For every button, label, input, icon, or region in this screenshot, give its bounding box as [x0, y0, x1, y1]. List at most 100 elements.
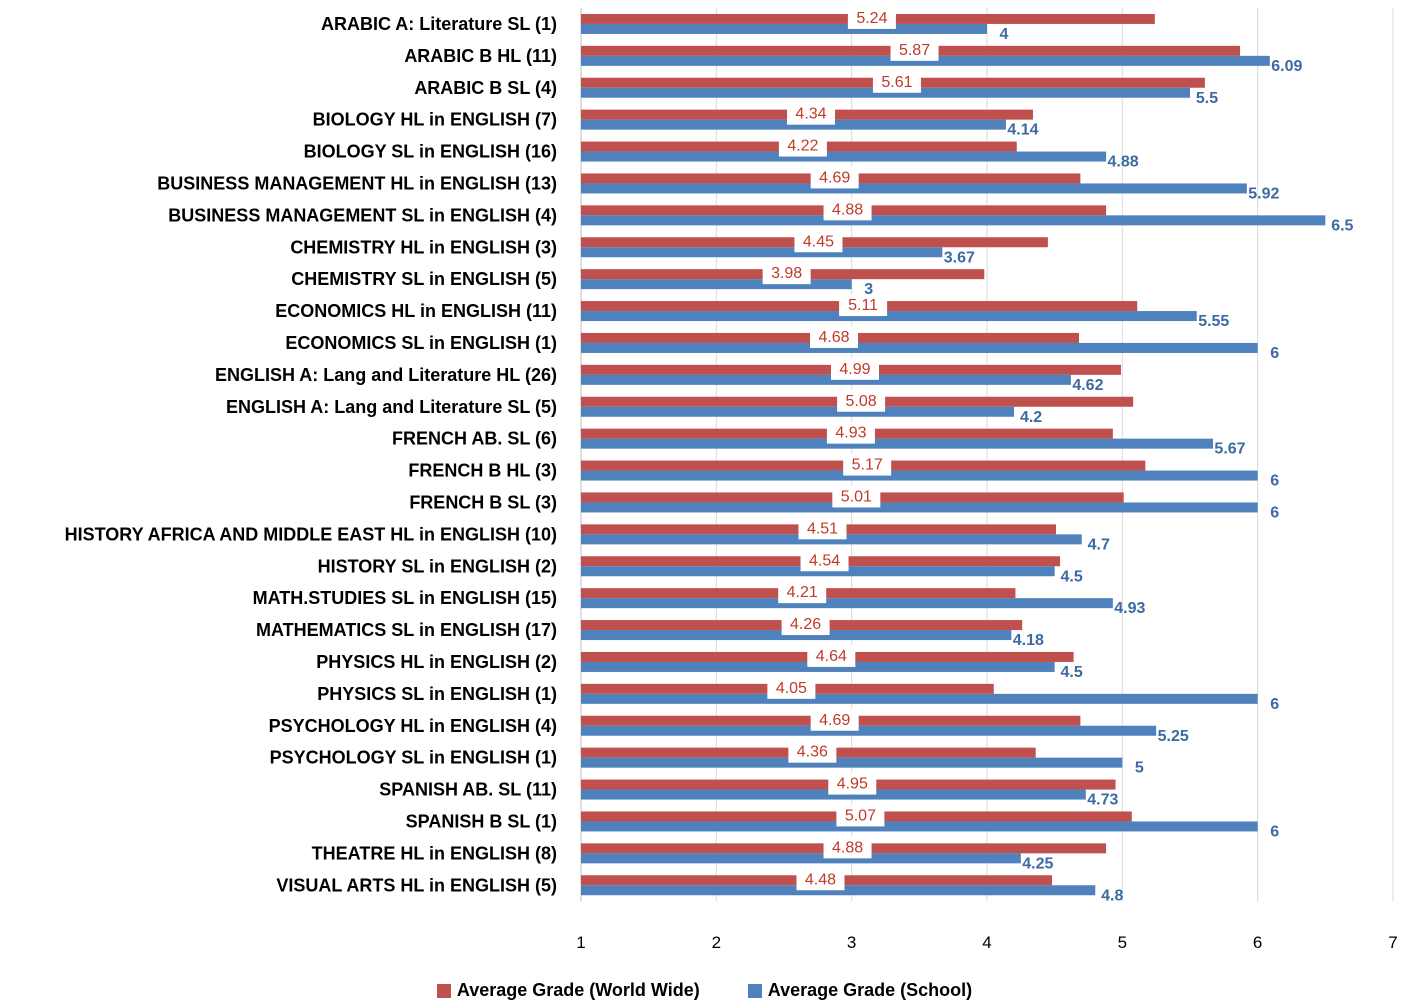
x-tick-label: 6 [1253, 933, 1262, 952]
bar-school [581, 215, 1326, 226]
value-label-bg [781, 613, 830, 636]
legend: Average Grade (World Wide) Average Grade… [0, 980, 1409, 1001]
category-label: SPANISH AB. SL (11) [379, 780, 557, 800]
category-label: MATH.STUDIES SL in ENGLISH (15) [253, 588, 557, 608]
category-label: FRENCH B SL (3) [409, 492, 557, 512]
value-label-school: 5 [1135, 760, 1144, 777]
value-label-world-wide: 4.34 [795, 106, 826, 123]
value-label-school: 4.25 [1022, 855, 1053, 872]
value-label-world-wide: 5.11 [848, 297, 878, 314]
value-label-school: 4.7 [1088, 536, 1110, 553]
value-label-bg [823, 836, 872, 859]
value-label-bg [807, 644, 856, 667]
bar-school [581, 502, 1258, 513]
value-label-world-wide: 5.24 [856, 10, 887, 27]
category-label: ENGLISH A: Lang and Literature SL (5) [226, 397, 557, 417]
category-label: CHEMISTRY SL in ENGLISH (5) [291, 269, 557, 289]
value-label-bg [796, 868, 845, 891]
category-label: ENGLISH A: Lang and Literature HL (26) [215, 365, 557, 385]
category-label: BUSINESS MANAGEMENT SL in ENGLISH (4) [168, 205, 557, 225]
bar-school [581, 438, 1214, 449]
value-label-school: 6.5 [1331, 217, 1353, 234]
value-label-school: 5.25 [1158, 728, 1189, 745]
category-label: VISUAL ARTS HL in ENGLISH (5) [276, 875, 557, 895]
value-label-bg [823, 198, 872, 221]
value-label-school: 5.67 [1214, 441, 1245, 458]
category-label: FRENCH B HL (3) [408, 461, 557, 481]
value-label-bg [890, 38, 939, 61]
value-label-world-wide: 4.26 [790, 616, 821, 633]
bar-school [581, 757, 1123, 768]
value-label-bg [798, 517, 847, 540]
category-label: ECONOMICS HL in ENGLISH (11) [275, 301, 557, 321]
value-label-bg [837, 389, 886, 412]
value-label-bg [778, 134, 827, 157]
category-label: BIOLOGY SL in ENGLISH (16) [304, 142, 557, 162]
category-label: THEATRE HL in ENGLISH (8) [312, 843, 557, 863]
value-label-world-wide: 4.45 [803, 233, 834, 250]
legend-item-world-wide: Average Grade (World Wide) [436, 980, 700, 1001]
value-label-school: 6 [1270, 504, 1279, 521]
value-label-school: 6 [1270, 473, 1279, 490]
category-label: PSYCHOLOGY SL in ENGLISH (1) [270, 748, 557, 768]
value-label-world-wide: 4.69 [819, 169, 850, 186]
value-label-bg [872, 70, 921, 93]
value-label-bg [830, 357, 879, 380]
x-tick-label: 5 [1118, 933, 1127, 952]
value-label-school: 5.92 [1248, 185, 1279, 202]
category-label: MATHEMATICS SL in ENGLISH (17) [256, 620, 557, 640]
bar-school [581, 470, 1258, 481]
value-label-bg [778, 581, 827, 604]
bar-school [581, 821, 1258, 832]
category-label: FRENCH AB. SL (6) [392, 429, 557, 449]
bar-school [581, 853, 1021, 864]
bar-school [581, 374, 1071, 385]
value-label-bg [810, 325, 859, 348]
legend-label-school: Average Grade (School) [767, 980, 973, 1000]
value-label-school: 4.5 [1061, 664, 1083, 681]
value-label-bg [828, 772, 877, 795]
value-label-bg [762, 262, 811, 285]
category-label: ARABIC B SL (4) [414, 78, 557, 98]
x-tick-label: 1 [576, 933, 585, 952]
category-label: PHYSICS HL in ENGLISH (2) [316, 652, 557, 672]
value-label-bg [787, 102, 836, 125]
value-label-school: 4.2 [1020, 409, 1042, 426]
value-label-bg [810, 708, 859, 731]
value-label-bg [794, 230, 843, 253]
bar-school [581, 725, 1157, 736]
legend-item-school: Average Grade (School) [747, 980, 973, 1001]
value-label-world-wide: 4.69 [819, 712, 850, 729]
x-tick-label: 7 [1388, 933, 1397, 952]
value-label-school: 6 [1270, 823, 1279, 840]
value-label-school: 6.09 [1271, 58, 1302, 75]
value-label-world-wide: 4.36 [797, 744, 828, 761]
value-label-school: 6 [1270, 345, 1279, 362]
value-label-bg [836, 804, 885, 827]
bar-school [581, 279, 852, 290]
value-label-school: 3 [864, 281, 873, 298]
value-label-bg [832, 485, 881, 508]
value-label-world-wide: 4.64 [816, 648, 847, 665]
value-label-school: 4.62 [1072, 377, 1103, 394]
value-label-world-wide: 4.93 [835, 425, 866, 442]
value-label-school: 4 [1000, 26, 1009, 43]
bar-chart: 1 2 3 4 5 6 7 ARABIC A: Literature SL (1) 5.24 4 A… [65, 6, 1398, 952]
value-label-world-wide: 5.07 [845, 807, 876, 824]
x-tick-label: 4 [982, 933, 991, 952]
value-label-bg [839, 294, 888, 317]
x-tick-label: 3 [847, 933, 856, 952]
value-label-school: 4.8 [1101, 887, 1123, 904]
legend-swatch-school [747, 983, 762, 998]
x-tick-label: 2 [712, 933, 721, 952]
value-label-world-wide: 5.17 [852, 457, 883, 474]
category-label: BUSINESS MANAGEMENT HL in ENGLISH (13) [157, 173, 557, 193]
value-label-school: 3.67 [944, 249, 975, 266]
value-label-world-wide: 5.87 [899, 42, 930, 59]
value-label-world-wide: 5.01 [841, 488, 872, 505]
value-label-school: 5.55 [1198, 313, 1229, 330]
value-label-world-wide: 4.99 [839, 361, 870, 378]
value-label-world-wide: 4.05 [776, 680, 807, 697]
value-label-school: 6 [1270, 696, 1279, 713]
category-label: SPANISH B SL (1) [406, 811, 557, 831]
